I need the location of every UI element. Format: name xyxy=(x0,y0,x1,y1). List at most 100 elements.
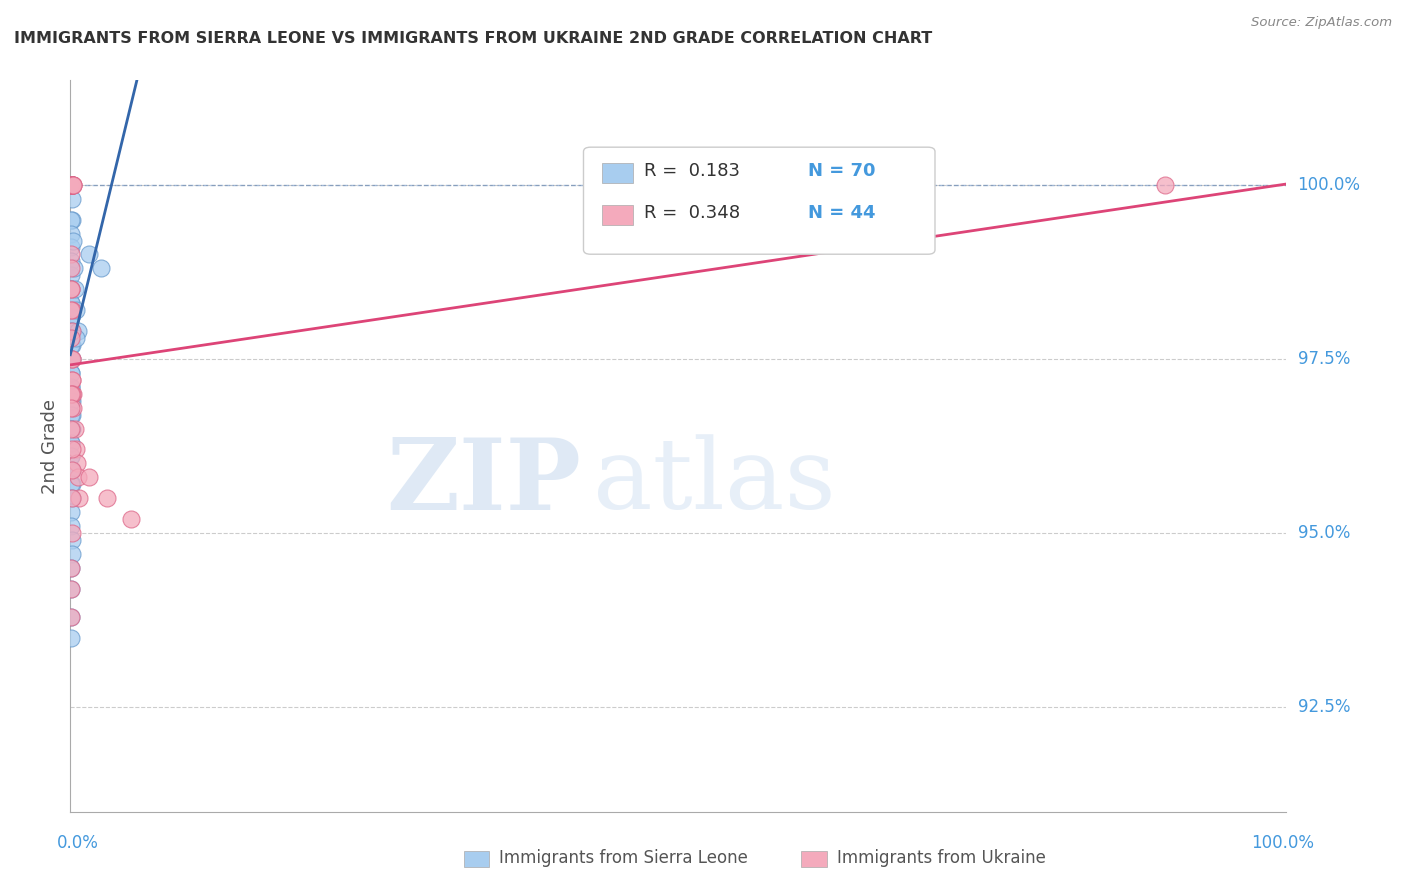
Point xyxy=(67,491,90,506)
Point xyxy=(59,386,82,401)
Point xyxy=(60,609,83,624)
Point xyxy=(59,178,82,192)
Point xyxy=(60,351,83,366)
Point xyxy=(63,421,86,435)
Point xyxy=(59,582,82,596)
Text: 0.0%: 0.0% xyxy=(56,834,98,852)
Point xyxy=(59,178,82,192)
Point xyxy=(60,463,83,477)
Point xyxy=(65,303,87,318)
Point xyxy=(60,178,83,192)
Point xyxy=(62,234,84,248)
Text: 97.5%: 97.5% xyxy=(1298,350,1350,368)
Point xyxy=(66,324,89,338)
Point xyxy=(60,582,83,596)
Point xyxy=(60,192,83,206)
Point xyxy=(62,178,84,192)
Point xyxy=(60,366,83,380)
Point xyxy=(60,178,83,192)
Point xyxy=(59,178,82,192)
Point xyxy=(62,178,84,192)
Point xyxy=(60,338,83,352)
Text: 100.0%: 100.0% xyxy=(1251,834,1313,852)
Text: N = 44: N = 44 xyxy=(808,204,876,222)
Point xyxy=(60,178,83,192)
Point xyxy=(59,380,82,394)
Point xyxy=(60,519,83,533)
Point xyxy=(60,442,83,457)
Point xyxy=(59,178,82,192)
Point xyxy=(60,380,83,394)
Text: Source: ZipAtlas.com: Source: ZipAtlas.com xyxy=(1251,16,1392,29)
Point xyxy=(60,178,83,192)
Point xyxy=(59,247,82,261)
Point xyxy=(60,463,83,477)
Point xyxy=(60,268,83,283)
Point xyxy=(60,303,83,318)
Point xyxy=(60,477,83,491)
Point xyxy=(59,561,82,575)
Point xyxy=(60,450,83,464)
Point xyxy=(60,178,83,192)
Point xyxy=(60,386,83,401)
Point xyxy=(60,408,83,422)
Text: 92.5%: 92.5% xyxy=(1298,698,1350,716)
Point xyxy=(59,631,82,645)
Point xyxy=(96,491,118,506)
Point xyxy=(60,310,83,325)
Point xyxy=(60,526,83,541)
Point xyxy=(77,247,100,261)
Point xyxy=(60,505,83,519)
Point xyxy=(60,178,83,192)
Point xyxy=(63,261,86,276)
Point xyxy=(60,178,83,192)
Point xyxy=(60,282,83,296)
Point xyxy=(59,561,82,575)
Point xyxy=(60,421,83,435)
Text: R =  0.348: R = 0.348 xyxy=(644,204,740,222)
Point xyxy=(62,178,84,192)
Point xyxy=(59,240,82,254)
Point xyxy=(120,512,142,526)
Point xyxy=(60,435,83,450)
Point xyxy=(59,178,82,192)
Point xyxy=(60,351,83,366)
Point xyxy=(1154,178,1177,192)
Point xyxy=(59,435,82,450)
Point xyxy=(59,212,82,227)
Point xyxy=(60,331,83,345)
Point xyxy=(62,401,84,415)
Point xyxy=(59,393,82,408)
Text: atlas: atlas xyxy=(593,434,837,531)
Point xyxy=(60,351,83,366)
Point xyxy=(60,338,83,352)
Point xyxy=(60,373,83,387)
Point xyxy=(59,609,82,624)
Point xyxy=(59,282,82,296)
Text: Immigrants from Ukraine: Immigrants from Ukraine xyxy=(837,849,1046,867)
Point xyxy=(60,351,83,366)
Point xyxy=(60,296,83,310)
Point xyxy=(66,457,89,471)
Point xyxy=(60,178,83,192)
Text: Immigrants from Sierra Leone: Immigrants from Sierra Leone xyxy=(499,849,748,867)
Point xyxy=(60,261,83,276)
Point xyxy=(60,178,83,192)
Point xyxy=(60,373,83,387)
Point xyxy=(60,491,83,506)
Text: N = 70: N = 70 xyxy=(808,162,876,180)
Point xyxy=(60,408,83,422)
Point xyxy=(59,421,82,435)
Point xyxy=(59,227,82,241)
Point xyxy=(60,178,83,192)
Point xyxy=(60,178,83,192)
Point xyxy=(60,178,83,192)
Point xyxy=(59,282,82,296)
Point xyxy=(60,491,83,506)
Point xyxy=(90,261,112,276)
Text: 100.0%: 100.0% xyxy=(1298,176,1361,194)
Point xyxy=(59,310,82,325)
Point xyxy=(60,477,83,491)
Point xyxy=(60,303,83,318)
Point xyxy=(60,178,83,192)
